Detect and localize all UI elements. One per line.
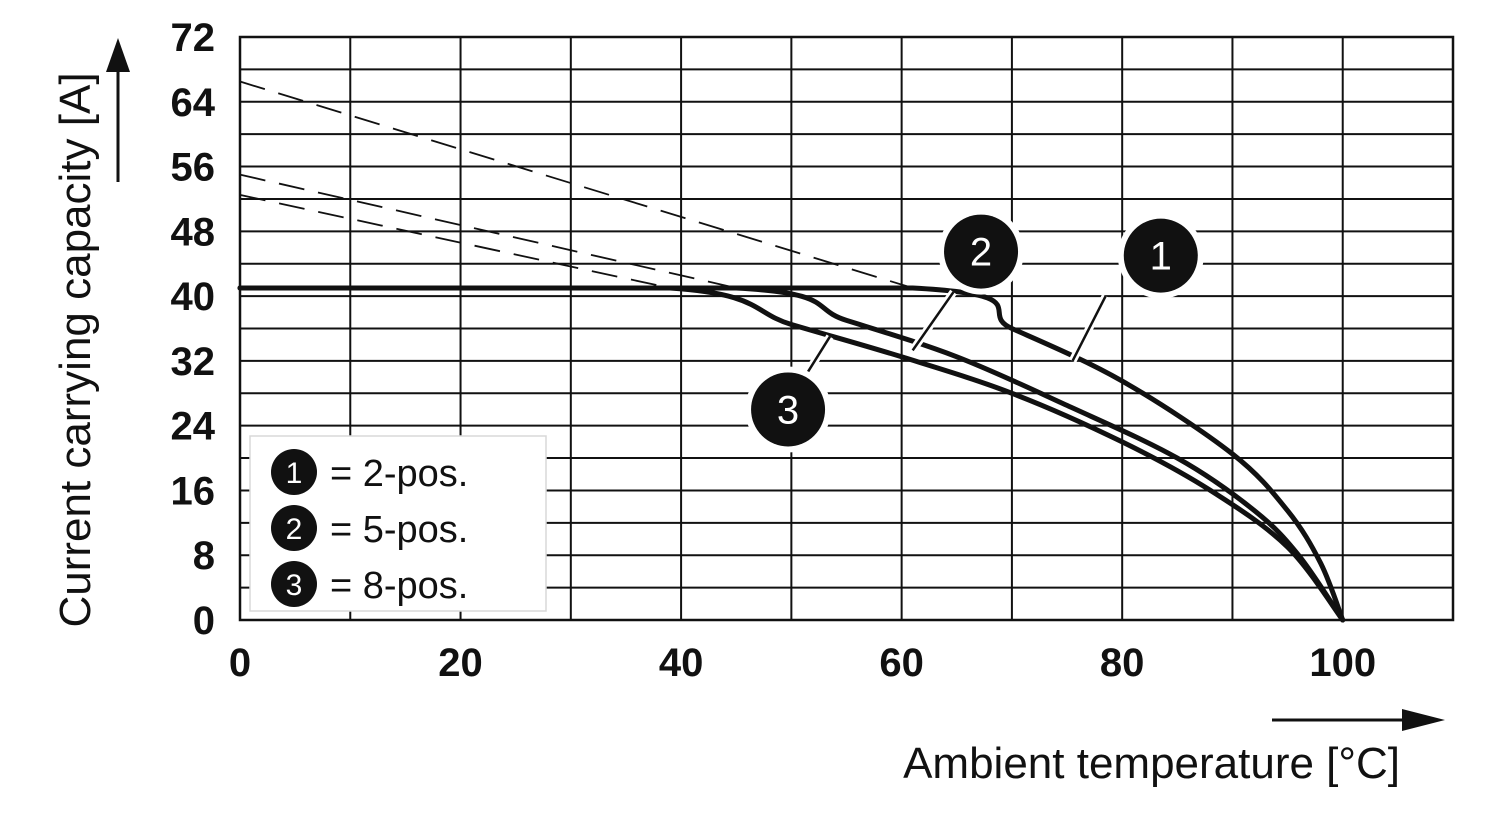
plot-frame [238,35,1455,622]
legend-marker-number: 3 [286,569,303,602]
y-tick-label: 32 [171,340,216,384]
y-tick-label: 0 [193,599,215,643]
y-tick-label: 8 [193,534,215,578]
y-tick-label: 16 [171,469,216,513]
y-axis-arrow-head [106,38,130,72]
callout-leader [911,291,955,352]
x-tick-label: 100 [1309,641,1376,685]
x-tick-label: 20 [438,641,483,685]
series-line-3 [237,285,1346,623]
x-tick-label: 80 [1100,641,1145,685]
legend-marker [271,505,317,551]
x-axis-arrow-head [1402,709,1445,731]
legend-marker [271,449,317,495]
series-callouts: 1 2 3 [745,208,1204,453]
legend-label: = 5-pos. [330,509,468,551]
series-line-1 [237,285,1346,623]
y-tick-label: 64 [171,81,216,125]
dashed-line [239,173,737,289]
legend-marker [271,561,317,607]
dashed-line [239,194,671,289]
legend-marker-number: 2 [286,513,303,546]
x-axis-label: Ambient temperature [°C] [903,739,1400,788]
y-axis-label: Current carrying capacity [A] [51,72,100,627]
y-tick-label: 56 [171,146,216,190]
legend: 1 = 2-pos. 2 = 5-pos. 3 = 8-pos. [249,435,547,612]
y-tick-label: 72 [171,16,216,60]
y-axis-title: Current carrying capacity [A] [51,38,130,628]
series-curves [237,285,1346,623]
y-tick-label: 40 [171,275,216,319]
callout-marker [1123,218,1198,293]
dashed-extrapolations [239,80,913,289]
callout-leader [1071,295,1107,362]
x-tick-label: 0 [229,641,251,685]
callout-number: 3 [777,388,799,432]
callout-number: 2 [970,231,992,275]
callout-leader [804,335,832,377]
y-tick-label: 48 [171,210,216,254]
y-tick-label: 24 [171,405,216,449]
legend-label: = 8-pos. [330,565,468,607]
dashed-line [239,80,913,289]
legend-marker-number: 1 [286,457,303,490]
x-tick-label: 40 [659,641,704,685]
callout-number: 1 [1150,235,1172,279]
legend-label: = 2-pos. [330,453,468,495]
series-line-2 [237,285,1346,623]
x-tick-label: 60 [879,641,924,685]
callout-marker [751,372,826,447]
x-axis-title: Ambient temperature [°C] [903,709,1445,788]
callout-marker [944,214,1019,289]
